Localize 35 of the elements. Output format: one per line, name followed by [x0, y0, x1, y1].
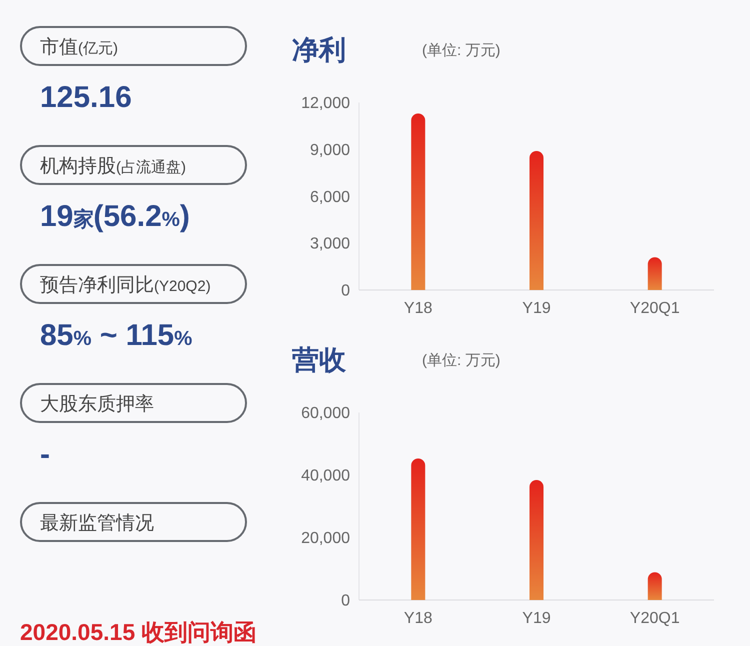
chart-title: 营收 [291, 345, 347, 375]
text: 2020.05.15 收到问询函 [20, 619, 257, 645]
x-tick-label: Y18 [404, 300, 433, 317]
text: - [40, 438, 50, 471]
y-tick-label: 12,000 [301, 95, 350, 112]
bar [530, 150, 544, 290]
y-tick-label: 60,000 [301, 405, 350, 422]
x-tick-label: Y19 [522, 300, 551, 317]
chart-title: 净利 [292, 35, 346, 65]
bar [648, 572, 662, 600]
bar [411, 458, 426, 600]
y-tick-label: 0 [341, 282, 350, 300]
text: 19家(56.2%) [40, 200, 190, 233]
bar [530, 480, 544, 600]
category-label: 最新监管情况 [40, 512, 154, 534]
chart-subtitle: (单位: 万元) [422, 42, 500, 59]
text: 125.16 [40, 81, 132, 114]
y-tick-label: 0 [341, 592, 350, 610]
category-label: 预告净利同比(Y20Q2) [40, 275, 211, 296]
y-tick-label: 3,000 [310, 236, 350, 253]
x-tick-label: Y18 [404, 610, 433, 627]
y-tick-label: 6,000 [310, 188, 350, 206]
category-label: 大股东质押率 [40, 393, 154, 415]
category-label: 机构持股(占流通盘) [40, 156, 186, 177]
text: 85% ~ 115% [40, 319, 192, 352]
bar [411, 113, 426, 290]
y-tick-label: 40,000 [301, 468, 350, 485]
bar [648, 257, 662, 290]
y-tick-label: 20,000 [301, 530, 350, 548]
x-tick-label: Y20Q1 [630, 610, 680, 627]
category-label: 市值(亿元) [40, 36, 118, 58]
y-tick-label: 9,000 [310, 142, 350, 159]
x-tick-label: Y19 [522, 610, 551, 627]
x-tick-label: Y20Q1 [630, 300, 680, 317]
chart-subtitle: (单位: 万元) [422, 352, 500, 369]
